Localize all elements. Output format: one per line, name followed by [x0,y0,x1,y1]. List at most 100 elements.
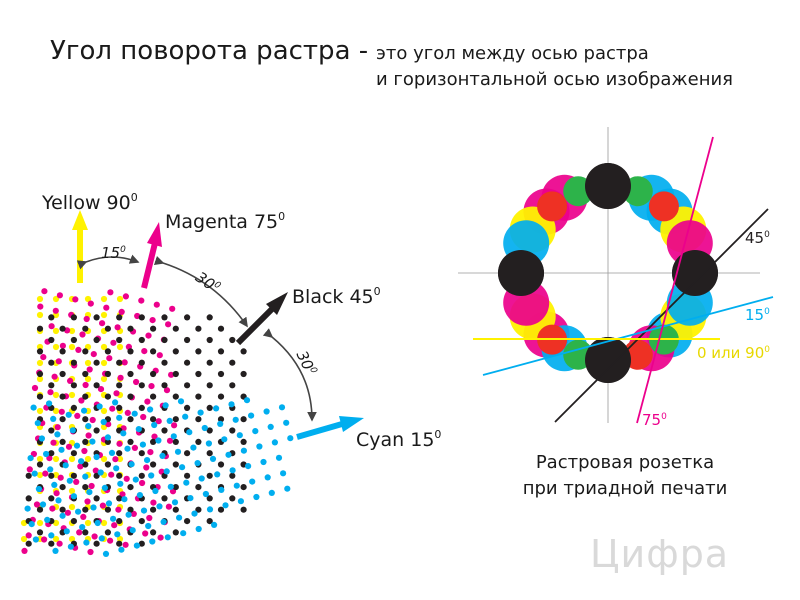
cyan-dot [59,512,66,519]
black-dot [70,382,77,389]
yellow-dot [68,503,76,511]
magenta-dot [90,351,97,358]
yellow-dot [52,343,60,351]
black-dot [150,370,157,378]
magenta-dot [54,424,61,431]
cyan-dot [253,493,260,501]
cyan-dot [125,511,132,518]
cyan-dot [102,550,110,558]
black-dot [59,506,66,513]
cyan-dot [248,412,255,419]
cyan-dot [170,433,177,440]
black-dot [161,427,168,434]
cyan-dot [124,445,131,452]
black-dot [59,393,66,400]
magenta-dot [51,373,58,380]
cyan-dot [202,490,209,498]
black-dot [104,393,111,400]
cyan-dot [271,439,278,446]
magenta-dot [72,296,79,303]
black-dot [206,382,213,389]
magenta-dot [122,541,129,548]
cyan-dot [24,505,31,512]
black-dot [82,325,89,332]
black-dot [48,495,55,502]
magenta-dot [80,513,87,521]
yellow-dot [116,295,124,303]
black-dot [116,382,123,389]
magenta-dot [112,456,119,463]
cyan-dot [182,413,189,420]
black-dot [172,461,179,468]
cyan-dot [217,420,224,427]
cyan-dot [128,461,135,468]
magenta-dot [103,304,110,311]
yellow-arrow [72,210,88,283]
yellow-dot [52,391,60,399]
yellow-dot [116,343,124,351]
yellow-dot [52,407,60,415]
cyan-dot [176,514,183,521]
black-dot [116,450,123,457]
magenta-dot [165,503,172,510]
cyan-dot [221,436,228,443]
angle-arc-30-right [262,328,317,422]
angle-label-30-right: 300 [293,348,320,378]
page-subtitle: это угол между осью растра и горизонталь… [376,41,733,93]
cyan-dot [97,469,104,476]
black-dot [217,393,225,400]
cyan-dot [114,531,121,538]
cyan-dot [164,534,171,541]
magenta-dot [75,346,82,353]
magenta-dot [58,408,65,415]
cyan-dot [222,502,229,509]
cyan-dot [152,487,159,495]
magenta-dot [155,418,162,425]
black-dot [127,438,134,445]
black-dot [82,370,89,378]
magenta-dot [150,499,157,506]
magenta-dot [165,321,172,328]
magenta-dot [49,505,56,512]
magenta-dot [81,447,88,455]
cyan-dot [249,478,256,485]
black-dot [138,472,145,479]
magenta-dot [56,292,64,299]
black-dot [229,336,236,344]
black-dot [59,484,66,491]
cyan-dot [236,432,243,439]
cyan-dot [206,506,214,513]
cyan-dot [155,437,162,444]
yellow-dot [100,359,108,367]
yellow-dot [68,535,76,543]
cyan-dot [118,546,125,553]
magenta-dot [56,540,63,547]
cyan-dot [82,473,89,480]
black-dot [36,393,44,400]
black-dot [217,416,225,423]
magenta-dot [171,422,178,429]
magenta-dot [163,387,171,394]
cyan-dot [139,441,146,448]
cyan-dot [79,524,86,531]
cyan-dot [263,408,270,415]
yellow-dot [100,519,108,527]
cyan-dot [112,399,119,406]
black-dot [184,336,191,344]
yellow-dot [52,471,60,479]
angle-arc-30-top [153,255,248,328]
magenta-dot [149,317,156,324]
cyan-dot [94,519,101,527]
yellow-label: Yellow 900 [41,191,138,214]
black-dot [116,314,123,321]
black-dot [172,348,179,355]
black-dot [116,495,123,502]
cyan-dot [243,397,251,404]
magenta-dot [168,371,175,378]
black-dot [70,336,77,344]
magenta-dot [55,358,62,365]
angle-label-30-top: 300 [192,268,223,297]
magenta-dot [146,514,153,522]
black-dot [48,359,55,366]
caption-line-1: Растровая розетка [535,452,715,473]
